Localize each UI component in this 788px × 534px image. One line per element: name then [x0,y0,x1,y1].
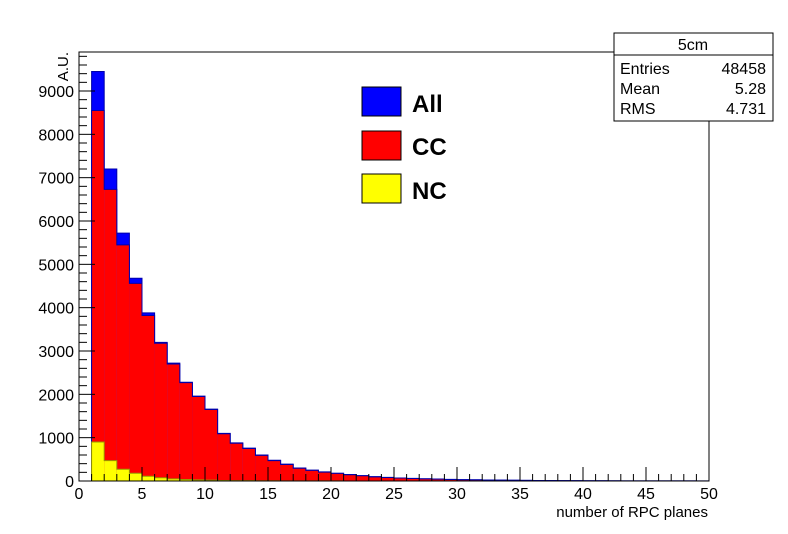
bar-cc-5 [154,343,168,481]
bar-cc-15 [280,464,294,481]
axis-ticks: 0 5 10 15 20 25 30 35 40 45 50 0 1000 2000 3000 4000 500… [38,55,718,503]
bar-nc-1 [104,460,117,481]
bar-cc-11 [230,443,243,481]
x-tick-label: 15 [259,486,277,503]
stats-title: 5cm [678,37,708,54]
y-tick-label: 0 [65,474,74,491]
bar-cc-7 [179,382,193,481]
histogram-bars [91,71,710,482]
x-tick-label: 45 [637,486,655,503]
bar-nc-6 [167,478,180,481]
bar-cc-10 [217,433,231,481]
stats-box-frame [613,32,774,122]
stats-rms-value: 4.731 [726,101,766,118]
x-tick-label: 5 [138,486,147,503]
bar-cc-20 [343,474,357,481]
stats-mean-value: 5.28 [735,81,766,98]
bar-cc-1 [104,189,117,481]
legend-label-all: All [412,91,443,118]
bar-cc-28 [444,479,457,481]
x-axis-title: number of RPC planes [556,504,708,521]
bar-nc-4 [142,476,155,481]
x-tick-label: 30 [448,486,466,503]
x-tick-label: 25 [385,486,403,503]
stats-entries-value: 48458 [722,61,767,78]
legend-swatch-all [361,86,402,117]
legend: All CC NC [361,86,447,205]
y-tick-label: 8000 [38,127,74,144]
legend-label-cc: CC [412,134,447,161]
x-tick-label: 10 [196,486,214,503]
bar-cc-19 [331,473,344,481]
bar-cc-27 [431,479,445,481]
y-tick-label: 7000 [38,171,74,188]
y-tick-label: 2000 [38,387,74,404]
bar-cc-8 [192,396,205,481]
bar-cc-17 [305,470,319,481]
stats-box: 5cm Entries 48458 Mean 5.28 RMS 4.731 [613,32,774,122]
x-tick-label: 40 [574,486,592,503]
bar-cc-3 [129,283,142,481]
bar-nc-7 [179,479,193,481]
series-cc [91,110,710,482]
bar-cc-4 [142,315,155,481]
legend-swatch-nc [361,173,402,204]
legend-label-nc: NC [412,178,447,205]
x-tick-label: 20 [322,486,340,503]
bar-cc-23 [381,477,394,481]
bar-nc-8 [192,479,205,481]
bar-cc-0 [91,110,105,481]
bar-cc-21 [356,475,369,481]
x-tick-label: 0 [75,486,84,503]
stats-rms-label: RMS [620,101,656,118]
x-tick-label: 50 [700,486,718,503]
bar-cc-29 [457,479,470,481]
bar-cc-2 [116,244,130,481]
y-tick-label: 1000 [38,431,74,448]
bar-nc-3 [129,473,142,481]
bar-nc-0 [91,442,105,481]
x-tick-label: 35 [511,486,529,503]
bar-cc-6 [167,364,180,481]
bar-cc-14 [268,460,281,481]
bar-cc-22 [368,476,382,481]
bar-cc-18 [318,472,331,481]
bar-cc-9 [205,409,218,481]
bar-nc-2 [116,469,130,481]
stats-mean-label: Mean [620,81,660,98]
y-tick-label: 9000 [38,84,74,101]
bar-cc-12 [242,448,256,481]
y-tick-label: 6000 [38,214,74,231]
y-tick-label: 4000 [38,301,74,318]
stats-entries-label: Entries [620,61,670,78]
legend-swatch-cc [361,130,402,161]
bar-cc-13 [255,455,268,481]
bar-cc-24 [394,478,407,481]
y-axis-title: A.U. [55,52,72,81]
bar-cc-16 [293,468,306,481]
bar-nc-5 [154,477,168,481]
bar-cc-26 [419,478,432,481]
y-tick-label: 3000 [38,344,74,361]
bar-cc-25 [406,478,420,481]
y-tick-label: 5000 [38,257,74,274]
bar-cc-30 [469,479,483,481]
